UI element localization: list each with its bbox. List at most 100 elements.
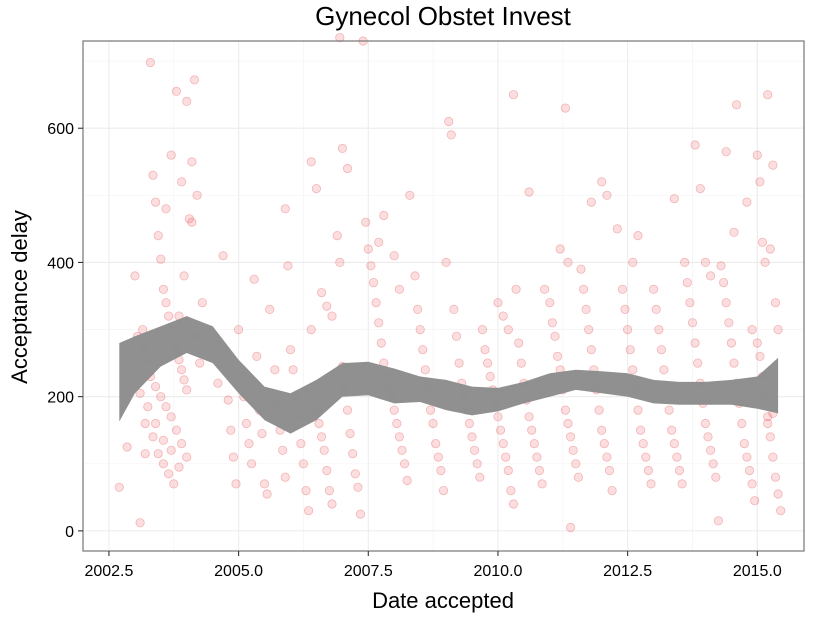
data-point: [503, 465, 513, 476]
data-point: [700, 257, 711, 267]
data-point: [747, 479, 757, 489]
data-point: [552, 351, 563, 361]
data-point: [773, 324, 783, 335]
data-point: [480, 345, 490, 355]
data-point: [763, 418, 773, 429]
data-point: [656, 345, 667, 355]
data-point: [389, 405, 399, 415]
data-point: [316, 432, 327, 442]
data-point: [169, 479, 179, 489]
data-point: [153, 231, 163, 241]
data-point: [283, 261, 293, 271]
data-point: [431, 438, 441, 449]
smooth-band: [119, 316, 779, 434]
x-tick-label: 2007.5: [344, 563, 393, 580]
data-point: [161, 298, 171, 308]
data-point: [342, 405, 353, 415]
data-point: [534, 465, 545, 476]
data-point: [498, 438, 508, 449]
plot-background: [83, 41, 804, 551]
data-point: [371, 298, 381, 308]
data-point: [729, 358, 739, 368]
data-point: [265, 304, 275, 314]
data-point: [428, 418, 438, 429]
data-point: [314, 418, 324, 429]
data-point: [770, 298, 781, 308]
data-point: [726, 338, 737, 348]
data-point: [197, 298, 207, 308]
data-point: [620, 304, 630, 314]
data-point: [389, 251, 399, 261]
data-point: [508, 499, 519, 509]
data-point: [635, 425, 646, 435]
data-point: [628, 365, 638, 375]
data-point: [156, 392, 166, 402]
data-point: [648, 284, 659, 294]
data-point: [397, 445, 407, 455]
data-point: [493, 298, 503, 308]
data-point: [306, 324, 316, 335]
data-point: [638, 438, 648, 449]
data-point: [353, 482, 363, 492]
data-point: [597, 177, 607, 187]
data-point: [174, 462, 184, 472]
data-point: [742, 452, 752, 462]
data-point: [467, 432, 477, 442]
data-point: [306, 157, 316, 167]
data-point: [285, 345, 296, 355]
data-point: [713, 516, 724, 526]
data-point: [708, 459, 718, 469]
data-point: [410, 271, 420, 281]
data-point: [472, 459, 482, 469]
data-point: [742, 197, 752, 207]
plot-area: [83, 41, 804, 551]
data-point: [350, 469, 360, 479]
data-point: [223, 395, 233, 405]
data-point: [187, 217, 197, 227]
data-point: [228, 452, 238, 462]
data-point: [604, 465, 615, 476]
data-point: [744, 465, 755, 476]
data-point: [451, 331, 462, 341]
data-point: [164, 311, 174, 321]
data-point: [288, 365, 298, 375]
data-point: [633, 405, 643, 415]
data-point: [337, 143, 347, 153]
data-point: [508, 90, 519, 100]
y-tick-label: 200: [47, 390, 74, 407]
data-point: [628, 257, 638, 267]
data-point: [234, 324, 244, 335]
data-point: [161, 402, 171, 412]
data-point: [363, 244, 373, 254]
data-point: [625, 345, 635, 355]
data-point: [607, 485, 617, 496]
data-point: [171, 86, 181, 96]
data-point: [524, 187, 534, 197]
data-point: [433, 452, 443, 462]
data-point: [776, 506, 786, 516]
data-point: [166, 150, 176, 160]
data-point: [731, 100, 742, 110]
data-point: [135, 518, 145, 528]
data-point: [545, 298, 555, 308]
data-point: [153, 449, 163, 459]
data-point: [179, 375, 189, 385]
data-point: [677, 479, 687, 489]
y-axis-ticks: 0 200 400 600: [47, 121, 83, 541]
data-point: [301, 485, 311, 496]
data-point: [724, 318, 734, 328]
data-point: [332, 231, 342, 241]
data-point: [122, 442, 132, 452]
data-point: [755, 177, 765, 187]
data-point: [757, 237, 768, 247]
data-point: [148, 432, 158, 442]
data-point: [659, 365, 669, 375]
data-point: [651, 304, 661, 314]
data-point: [716, 261, 726, 271]
data-point: [342, 163, 353, 174]
data-point: [511, 284, 521, 294]
data-point: [179, 271, 189, 281]
data-point: [335, 257, 345, 267]
data-point: [752, 150, 762, 160]
data-point: [259, 479, 270, 489]
